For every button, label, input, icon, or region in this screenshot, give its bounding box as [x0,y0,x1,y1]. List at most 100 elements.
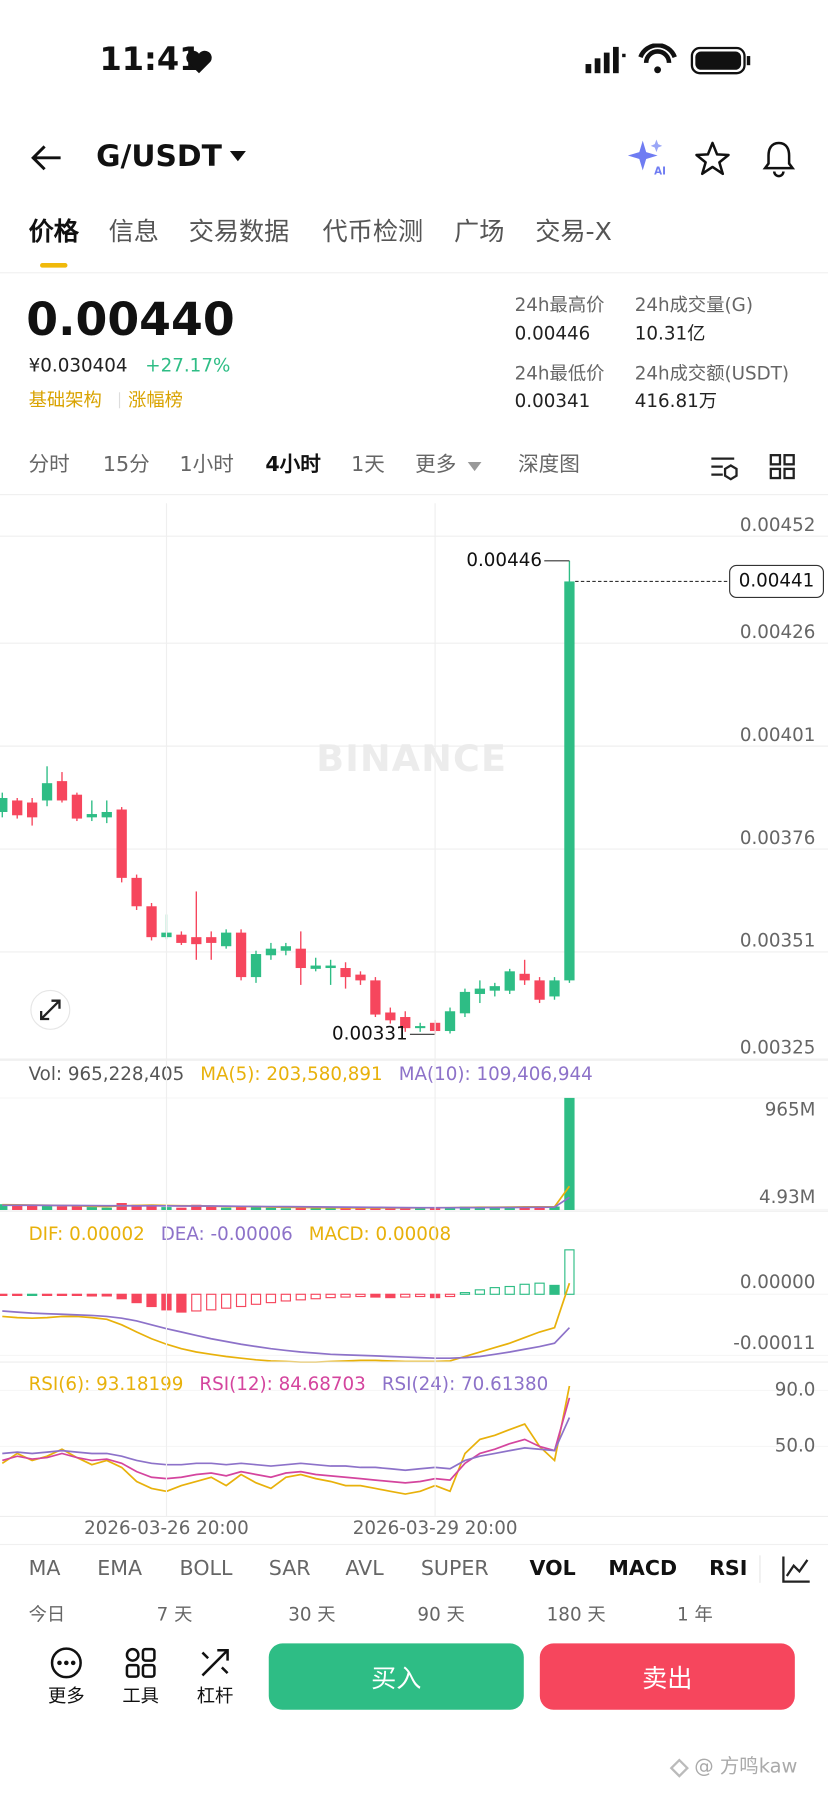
legend-entry: RSI(6): 93.18199 [29,1374,184,1395]
indicator-tab-active[interactable]: VOL [529,1556,576,1581]
battery-level [695,51,742,70]
macd-bar [355,1293,366,1298]
interval-active[interactable]: 4小时 [265,452,321,477]
macd-bar [116,1293,127,1300]
legend-entry: MA(5): 203,580,891 [200,1064,382,1085]
volume-bar [280,1208,292,1210]
candle-body [116,809,127,878]
indicator-tab[interactable]: SAR [268,1556,311,1581]
volume-bar [191,1204,202,1210]
favorite-button[interactable] [694,141,731,178]
ai-button[interactable]: AI [627,138,666,177]
indicator-settings[interactable] [781,1554,811,1584]
tab[interactable]: 广场 [454,218,505,248]
volume-bar [415,1208,426,1210]
indicator-tab[interactable]: SUPER [420,1556,489,1581]
volume-bar [325,1208,336,1210]
tab-indicator [40,263,68,268]
sparkle [627,140,658,171]
dots [57,1660,76,1666]
range[interactable]: 7 天 [156,1603,193,1626]
max-label: 0.00446 [466,550,542,571]
macd-bar [41,1293,53,1297]
tag[interactable]: 基础架构 [28,388,102,411]
more-icon[interactable] [49,1646,83,1680]
interval[interactable]: 1小时 [179,452,234,477]
indicator-tab[interactable]: EMA [97,1556,143,1581]
kline-chart[interactable]: 0.00452 0.00426 0.00401 0.00376 0.00351 0.003… [0,492,828,1544]
alert-button[interactable] [761,140,798,179]
heart [186,50,212,74]
indicator-tab[interactable]: BOLL [179,1556,233,1581]
macd-bar [176,1293,187,1313]
battery-tip [746,56,751,66]
pair-title[interactable]: G/USDT [96,139,222,174]
settings-hex [723,464,738,481]
action-label[interactable]: 杠杆 [196,1684,234,1707]
range[interactable]: 180 天 [546,1603,606,1626]
range[interactable]: 90 天 [417,1603,465,1626]
tab[interactable]: 交易-X [535,218,612,248]
volume-bar [206,1205,217,1210]
tab[interactable]: 价格 [28,218,79,248]
candle-body [385,1012,396,1021]
pair-dropdown[interactable] [229,150,247,164]
triangle [229,150,246,162]
divider [0,1543,828,1546]
fullscreen-button[interactable] [29,988,72,1031]
wifi [638,43,677,64]
chart-settings-button[interactable] [709,453,739,483]
tab[interactable]: 代币检测 [322,218,424,248]
volume-bar [146,1205,157,1210]
buy-button[interactable]: 买入 [268,1643,524,1710]
indicator-tab[interactable]: MA [28,1556,61,1581]
tab[interactable]: 信息 [108,218,159,248]
stat-value: 416.81万 [634,389,718,412]
y-tick-label: 0.00325 [740,1038,816,1059]
range[interactable]: 1 年 [677,1603,713,1626]
tab[interactable]: 交易数据 [188,218,290,248]
range[interactable]: 今日 [28,1603,66,1626]
interval[interactable]: 分时 [28,452,70,477]
tag[interactable]: 涨幅榜 [128,388,184,411]
layout-button[interactable] [769,453,796,480]
candle-body [415,1026,426,1029]
macd-bar [549,1284,560,1295]
stat-label: 24h最低价 [514,362,605,385]
tools-icon[interactable] [124,1646,158,1680]
action-label[interactable]: 更多 [48,1684,85,1707]
indicator-tab[interactable]: AVL [345,1556,384,1581]
indicator-tab-active[interactable]: MACD [608,1556,678,1581]
rsi-line [1,1385,571,1495]
interval[interactable]: 1天 [351,452,385,477]
stat-label: 24h成交额(USDT) [634,362,790,385]
depth-chart-tab[interactable]: 深度图 [518,452,580,477]
candle-body [280,946,292,951]
range[interactable]: 30 天 [288,1603,336,1626]
volume-bar [131,1204,142,1210]
indicator-tab-active[interactable]: RSI [709,1556,748,1581]
candle-body [191,937,202,945]
sell-button[interactable]: 卖出 [539,1643,795,1710]
volume-bar [340,1207,351,1210]
y-tick-label: 965M [765,1099,816,1120]
macd-bar [534,1282,545,1295]
candle-body [235,932,247,978]
back-button[interactable] [30,143,64,173]
interval[interactable]: 15分 [102,452,150,477]
macd-bar [71,1293,83,1297]
signal [585,46,626,74]
last-price-box [729,564,824,599]
macd-bar [400,1293,411,1298]
volume-bar [295,1207,306,1210]
candle-body [265,948,277,956]
candle-body [56,781,68,801]
macd-bar [12,1293,23,1297]
candle-body [504,971,515,991]
candle-body [325,965,336,969]
action-label[interactable]: 工具 [122,1684,159,1707]
candle-body [310,965,321,969]
leverage-icon[interactable] [198,1646,232,1680]
interval-more[interactable]: 更多 [415,452,457,477]
settings-lines [711,457,735,476]
